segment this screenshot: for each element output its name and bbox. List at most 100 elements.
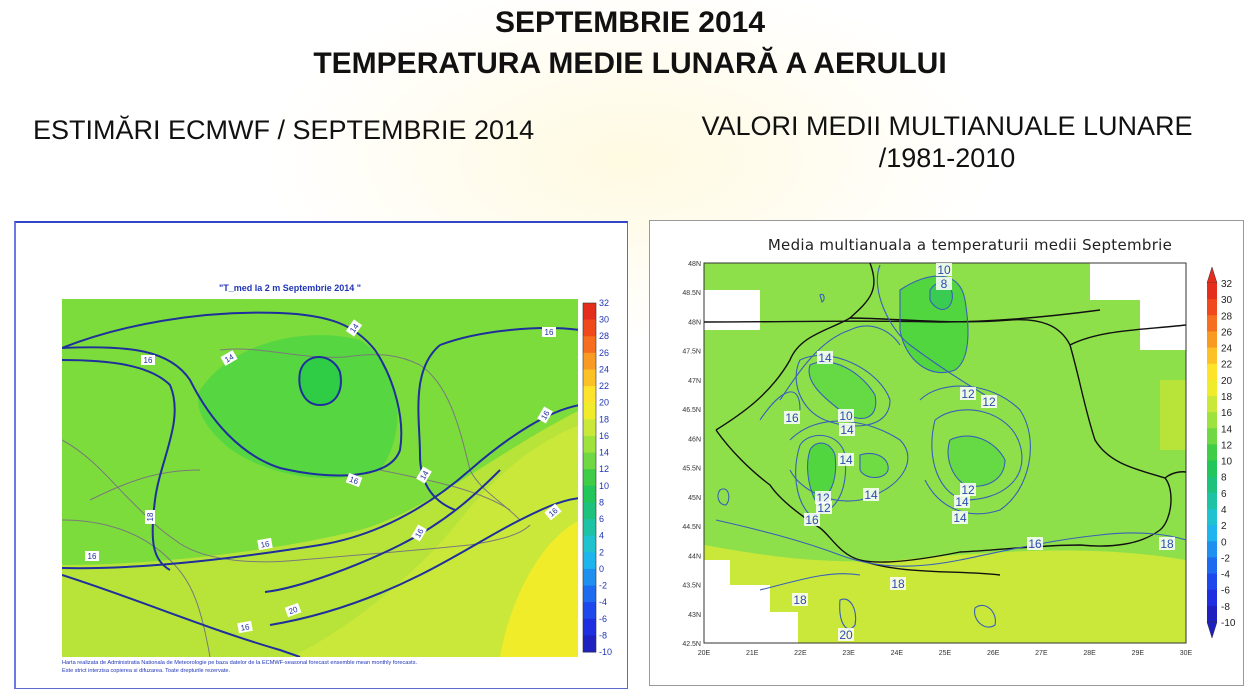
colorbar-bin — [1207, 331, 1217, 349]
svg-text:16: 16 — [144, 356, 153, 365]
right-map-title: Media multianuala a temperaturii medii S… — [767, 236, 1173, 254]
svg-text:16: 16 — [260, 539, 271, 550]
colorbar-bin — [583, 585, 596, 603]
colorbar-label: 26 — [1221, 327, 1233, 338]
colorbar-label: 18 — [599, 414, 609, 424]
colorbar-label: 30 — [599, 315, 609, 325]
colorbar-label: 2 — [599, 547, 604, 557]
contour-label: 16 — [804, 513, 820, 527]
latitude-tick-label: 43N — [688, 612, 701, 619]
colorbar-bin — [583, 386, 596, 404]
colorbar-label: 18 — [1221, 392, 1233, 403]
longitude-tick-label: 26E — [987, 650, 1000, 657]
contour-label: 16 — [141, 355, 155, 365]
colorbar-label: 20 — [1221, 376, 1233, 387]
svg-text:10: 10 — [937, 263, 951, 277]
longitude-tick-label: 25E — [939, 650, 952, 657]
colorbar-bin — [1207, 525, 1217, 542]
contour-label: 10 — [936, 263, 952, 277]
latitude-tick-label: 47.5N — [682, 349, 701, 356]
longitude-tick-label: 21E — [746, 650, 759, 657]
colorbar-bin — [1207, 315, 1217, 332]
contour-label: 18 — [792, 593, 808, 607]
colorbar-bin — [583, 303, 596, 321]
colorbar-label: 32 — [599, 298, 609, 308]
contour-label: 18 — [890, 577, 906, 591]
colorbar-label: 14 — [1221, 424, 1233, 435]
colorbar-label: 12 — [1221, 440, 1233, 451]
colorbar-label: 20 — [599, 398, 609, 408]
latitude-tick-label: 46N — [688, 436, 701, 443]
colorbar-bin — [1207, 476, 1217, 494]
svg-text:12: 12 — [961, 483, 975, 497]
latitude-tick-label: 48.5N — [682, 290, 701, 297]
colorbar-bin — [583, 336, 596, 354]
right-subtitle-line2: /1981-2010 — [878, 143, 1016, 173]
colorbar-bin — [583, 519, 596, 537]
svg-text:14: 14 — [953, 511, 967, 525]
contour-label: 18 — [145, 510, 155, 524]
svg-text:16: 16 — [240, 622, 251, 633]
latitude-tick-label: 44N — [688, 553, 701, 560]
svg-text:16: 16 — [88, 552, 97, 561]
colorbar-label: 24 — [599, 364, 609, 374]
colorbar-label: -10 — [599, 647, 612, 657]
right-subtitle: VALORI MEDII MULTIANUALE LUNARE /1981-20… — [683, 110, 1211, 174]
page-title-line2: TEMPERATURA MEDIE LUNARĂ A AERULUI — [313, 47, 947, 80]
colorbar-bin — [583, 618, 596, 636]
svg-text:14: 14 — [955, 495, 969, 509]
right-subtitle-line1: VALORI MEDII MULTIANUALE LUNARE — [701, 111, 1193, 141]
svg-text:10: 10 — [839, 409, 853, 423]
latitude-tick-label: 44.5N — [682, 524, 701, 531]
longitude-tick-label: 23E — [842, 650, 855, 657]
colorbar-label: 8 — [1221, 473, 1227, 484]
svg-text:14: 14 — [840, 423, 854, 437]
latitude-tick-label: 48N — [688, 319, 701, 326]
colorbar-bin — [1207, 557, 1217, 575]
contour-label: 14 — [220, 350, 238, 366]
contour-label: 14 — [345, 319, 363, 337]
contour-label: 18 — [1159, 537, 1175, 551]
colorbar-bin — [583, 568, 596, 587]
contour-label: 14 — [416, 466, 432, 484]
colorbar-label: -4 — [1221, 570, 1230, 581]
svg-text:12: 12 — [982, 395, 996, 409]
colorbar-label: 16 — [1221, 408, 1233, 419]
contour-label: 14 — [863, 488, 879, 502]
colorbar-bin — [583, 635, 596, 653]
colorbar-bin — [1207, 363, 1217, 381]
colorbar-label: 30 — [1221, 295, 1233, 306]
colorbar-bin — [1207, 573, 1217, 591]
colorbar-label: 2 — [1221, 521, 1227, 532]
contour-label: 16 — [257, 537, 273, 551]
svg-text:16: 16 — [348, 475, 360, 487]
svg-text:18: 18 — [146, 512, 155, 521]
left-map-contours — [62, 311, 578, 657]
longitude-tick-label: 30E — [1180, 650, 1193, 657]
contour-label: 14 — [954, 495, 970, 509]
colorbar-bin — [1207, 428, 1217, 445]
left-map-title: "T_med la 2 m Septembrie 2014 " — [218, 283, 362, 293]
colorbar-label: -8 — [1221, 602, 1230, 613]
contour-label: 14 — [952, 511, 968, 525]
right-colorbar — [1206, 266, 1218, 639]
colorbar-bin — [583, 402, 596, 420]
colorbar-bin — [583, 369, 596, 387]
contour-label: 16 — [537, 406, 553, 424]
colorbar-label: 0 — [1221, 537, 1227, 548]
svg-text:20: 20 — [287, 605, 299, 617]
contour-label: 16 — [411, 524, 427, 542]
colorbar-label: 28 — [1221, 311, 1233, 322]
svg-text:16: 16 — [785, 411, 799, 425]
svg-text:18: 18 — [891, 577, 905, 591]
colorbar-bin — [583, 469, 596, 487]
colorbar-label: 22 — [599, 381, 609, 391]
longitude-tick-label: 20E — [698, 650, 711, 657]
svg-text:12: 12 — [961, 387, 975, 401]
colorbar-bin — [1207, 444, 1217, 462]
contour-label: 16 — [784, 411, 800, 425]
colorbar-label: 26 — [599, 348, 609, 358]
colorbar-bin — [1207, 347, 1217, 365]
